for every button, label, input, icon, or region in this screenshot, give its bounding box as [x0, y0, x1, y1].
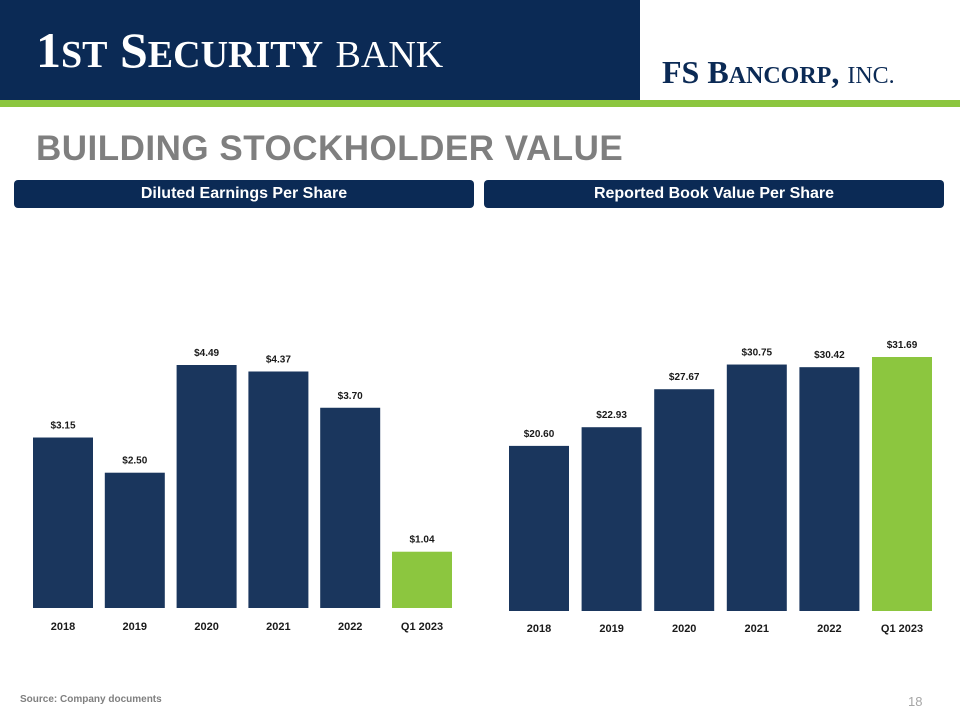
bar-2019 [104, 472, 165, 608]
data-label: $31.69 [887, 340, 918, 351]
data-label: $4.37 [266, 354, 291, 365]
category-label: Q1 2023 [401, 621, 443, 633]
category-label: 2019 [123, 621, 147, 633]
data-label: $1.04 [409, 535, 434, 546]
data-label: $30.42 [814, 350, 845, 361]
corp-logo: FS BANCORP, INC. [662, 54, 895, 90]
header-logo-area [640, 0, 960, 100]
bar-2018 [33, 437, 93, 608]
bar-q1-2023 [872, 357, 932, 611]
page-number: 18 [908, 694, 923, 709]
category-label: 2022 [338, 621, 362, 633]
data-label: $4.49 [194, 348, 219, 359]
page-title: BUILDING STOCKHOLDER VALUE [36, 129, 624, 168]
eps-panel-header: Diluted Earnings Per Share [14, 180, 474, 208]
category-label: 2020 [194, 621, 218, 633]
eps-bar-chart: $3.15 2018 $2.50 2019 $4.49 2020 $4.37 2021 $3.7… [33, 348, 452, 633]
category-label: 2018 [527, 623, 551, 635]
bank-logo: 1ST SECURITY BANK [36, 22, 444, 78]
category-label: 2018 [51, 621, 75, 633]
bvps-bar-chart: $20.60 2018 $22.93 2019 $27.67 2020 $30.75 2021… [509, 340, 932, 635]
bar-q1-2023 [392, 551, 452, 608]
category-label: 2021 [745, 623, 769, 635]
category-label: 2019 [599, 623, 623, 635]
data-label: $3.70 [338, 391, 363, 402]
category-label: 2020 [672, 623, 696, 635]
bar-2021 [726, 364, 787, 611]
bvps-panel-header: Reported Book Value Per Share [484, 180, 944, 208]
data-label: $27.67 [669, 372, 700, 383]
bar-2020 [176, 365, 237, 608]
bar-2019 [581, 427, 642, 611]
data-label: $30.75 [742, 348, 773, 359]
header-band [0, 0, 640, 100]
source-note: Source: Company documents [20, 694, 162, 705]
data-label: $2.50 [122, 456, 147, 467]
data-label: $3.15 [50, 421, 75, 432]
data-label: $22.93 [596, 410, 627, 421]
header-divider [0, 100, 960, 107]
data-label: $20.60 [524, 429, 555, 440]
bar-2020 [654, 389, 715, 611]
category-label: 2021 [266, 621, 290, 633]
bar-2022 [799, 367, 860, 611]
bar-2022 [320, 407, 381, 608]
bar-2018 [509, 445, 569, 611]
category-label: Q1 2023 [881, 623, 923, 635]
category-label: 2022 [817, 623, 841, 635]
bar-2021 [248, 371, 309, 608]
